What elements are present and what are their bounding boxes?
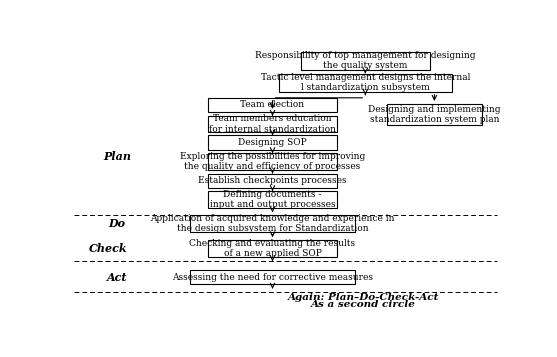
Text: Application of acquired knowledge and experience in
the design subsystem for Sta: Application of acquired knowledge and ex… xyxy=(150,214,395,233)
FancyBboxPatch shape xyxy=(190,215,354,232)
Text: As a second circle: As a second circle xyxy=(311,300,416,309)
FancyBboxPatch shape xyxy=(279,74,452,92)
Text: Act: Act xyxy=(107,272,128,282)
Text: Designing SOP: Designing SOP xyxy=(238,138,307,147)
Text: Team election: Team election xyxy=(241,100,305,109)
FancyBboxPatch shape xyxy=(301,52,430,70)
Text: Defining documents -
input and output processes: Defining documents - input and output pr… xyxy=(209,190,335,209)
Text: Establish checkpoints processes: Establish checkpoints processes xyxy=(198,176,347,185)
Text: Plan: Plan xyxy=(103,151,131,162)
Text: Designing and implementing
standardization system plan: Designing and implementing standardizati… xyxy=(368,105,501,124)
FancyBboxPatch shape xyxy=(208,116,337,132)
Text: Responsibility of top management for designing
the quality system: Responsibility of top management for des… xyxy=(255,51,476,70)
Text: Checking and evaluating the results
of a new applied SOP: Checking and evaluating the results of a… xyxy=(189,239,355,258)
FancyBboxPatch shape xyxy=(208,154,337,170)
FancyBboxPatch shape xyxy=(190,270,354,284)
Text: Check: Check xyxy=(89,243,128,254)
FancyBboxPatch shape xyxy=(208,191,337,208)
Text: Do: Do xyxy=(109,218,126,229)
Text: Team members education
for internal standardization: Team members education for internal stan… xyxy=(209,114,336,134)
FancyBboxPatch shape xyxy=(208,135,337,150)
Text: Again: Plan–Do-Check-Act: Again: Plan–Do-Check-Act xyxy=(287,293,439,302)
Text: Assessing the need for corrective measures: Assessing the need for corrective measur… xyxy=(172,272,373,282)
FancyBboxPatch shape xyxy=(208,240,337,257)
FancyBboxPatch shape xyxy=(208,97,337,112)
Text: Exploring the possibilities for improving
the quality and efficiency of processe: Exploring the possibilities for improvin… xyxy=(180,152,365,171)
FancyBboxPatch shape xyxy=(208,174,337,188)
Text: Tactic level management designs the internal
l standardization subsystem: Tactic level management designs the inte… xyxy=(261,73,470,92)
FancyBboxPatch shape xyxy=(387,104,482,125)
